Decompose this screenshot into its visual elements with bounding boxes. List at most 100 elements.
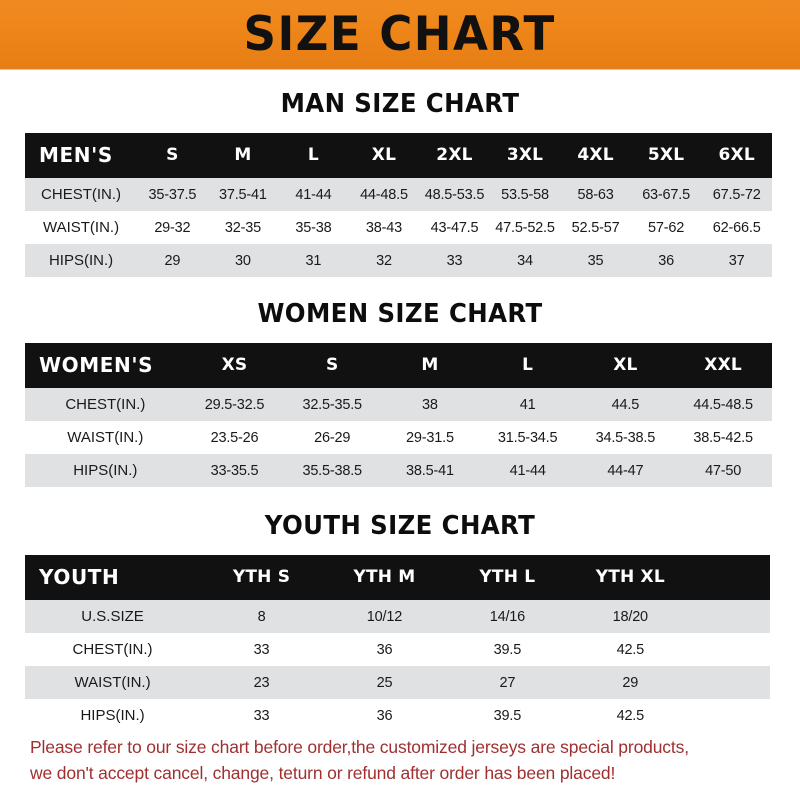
- cell: 47-50: [705, 462, 742, 479]
- row-label: HIPS(IN.): [48, 252, 114, 269]
- cell: 32: [376, 252, 392, 269]
- cell: 38-43: [365, 219, 402, 236]
- cell-empty: [692, 600, 770, 633]
- men-size-table: MEN'S S M L XL 2XL 3XL 4XL 5XL 6XL CHEST…: [25, 133, 772, 277]
- cell-empty: [692, 633, 770, 666]
- table-row: WAIST(IN.) 29-32 32-35 35-38 38-43 43-47…: [25, 211, 772, 244]
- cell: 34: [517, 252, 533, 269]
- cell: 58-63: [577, 186, 614, 203]
- cell: 38.5-42.5: [693, 429, 753, 446]
- youth-col-header: YTH M: [353, 567, 416, 587]
- row-label: WAIST(IN.): [74, 674, 151, 691]
- youth-col-header-empty: [692, 555, 770, 600]
- cell: 31: [305, 252, 322, 269]
- women-col-header: M: [421, 355, 439, 375]
- table-header-row: WOMEN'S XS S M L XL XXL: [25, 343, 772, 388]
- cell: 44.5-48.5: [693, 396, 753, 413]
- women-size-table-wrap: WOMEN'S XS S M L XL XXL CHEST(IN.) 29.5-…: [25, 343, 772, 487]
- youth-col-header: YTH L: [479, 567, 536, 587]
- table-row: HIPS(IN.) 33 36 39.5 42.5: [25, 699, 770, 732]
- cell: 29-32: [154, 219, 191, 236]
- youth-col-header: YTH S: [232, 567, 291, 587]
- section-title-youth: YOUTH SIZE CHART: [264, 511, 536, 541]
- table-header-row: YOUTH YTH S YTH M YTH L YTH XL: [25, 555, 770, 600]
- women-col-header: S: [325, 355, 339, 375]
- cell: 35-37.5: [148, 186, 197, 203]
- cell: 42.5: [616, 707, 645, 724]
- men-col-header: M: [234, 145, 252, 165]
- table-row: HIPS(IN.) 29 30 31 32 33 34 35 36 37: [25, 244, 772, 277]
- cell: 38: [422, 396, 438, 413]
- cell: 44-48.5: [360, 186, 408, 203]
- cell: 23.5-26: [210, 429, 259, 446]
- disclaimer-note: Please refer to our size chart before or…: [30, 735, 778, 786]
- women-corner-label: WOMEN'S: [39, 353, 154, 377]
- cell: 33: [253, 707, 270, 724]
- women-col-header: L: [522, 355, 534, 375]
- youth-corner-label: YOUTH: [39, 565, 120, 589]
- men-col-header: 4XL: [577, 145, 614, 165]
- men-size-table-wrap: MEN'S S M L XL 2XL 3XL 4XL 5XL 6XL CHEST…: [25, 133, 772, 277]
- cell: 36: [376, 641, 393, 658]
- women-col-header: XS: [221, 355, 248, 375]
- cell: 10/12: [366, 608, 403, 625]
- cell-empty: [692, 699, 770, 732]
- cell: 14/16: [489, 608, 526, 625]
- table-header-row: MEN'S S M L XL 2XL 3XL 4XL 5XL 6XL: [25, 133, 772, 178]
- cell: 32.5-35.5: [302, 396, 362, 413]
- cell: 52.5-57: [571, 219, 620, 236]
- cell: 8: [257, 608, 266, 625]
- men-col-header: 2XL: [436, 145, 473, 165]
- cell: 33: [253, 641, 270, 658]
- cell: 26-29: [314, 429, 351, 446]
- table-row: HIPS(IN.) 33-35.5 35.5-38.5 38.5-41 41-4…: [25, 454, 772, 487]
- disclaimer-line-1: Please refer to our size chart before or…: [30, 737, 689, 758]
- men-col-header: 6XL: [718, 145, 755, 165]
- row-label: HIPS(IN.): [80, 707, 145, 724]
- cell: 53.5-58: [501, 186, 549, 203]
- row-label: WAIST(IN.): [67, 429, 144, 446]
- cell: 34.5-38.5: [595, 429, 656, 446]
- page-banner: SIZE CHART: [0, 0, 800, 70]
- youth-col-header: YTH XL: [595, 567, 665, 587]
- cell: 36: [376, 707, 393, 724]
- cell: 33-35.5: [210, 462, 259, 479]
- row-label: HIPS(IN.): [73, 462, 138, 479]
- youth-size-table: YOUTH YTH S YTH M YTH L YTH XL U.S.SIZE …: [25, 555, 770, 732]
- cell: 41: [519, 396, 536, 413]
- cell: 23: [253, 674, 270, 691]
- men-col-header: 3XL: [506, 145, 544, 165]
- cell: 41-44: [509, 462, 546, 479]
- table-row: U.S.SIZE 8 10/12 14/16 18/20: [25, 600, 770, 633]
- cell: 30: [235, 252, 251, 269]
- cell: 31.5-34.5: [497, 429, 558, 446]
- table-row: CHEST(IN.) 33 36 39.5 42.5: [25, 633, 770, 666]
- cell: 38.5-41: [406, 462, 454, 479]
- cell: 18/20: [612, 608, 648, 625]
- cell: 33: [446, 252, 463, 269]
- cell: 47.5-52.5: [495, 219, 555, 236]
- cell: 32-35: [224, 219, 261, 236]
- table-row: CHEST(IN.) 35-37.5 37.5-41 41-44 44-48.5…: [25, 178, 772, 211]
- cell: 44.5: [611, 396, 640, 413]
- men-corner-label: MEN'S: [39, 143, 113, 167]
- men-col-header: L: [307, 145, 319, 165]
- row-label: WAIST(IN.): [42, 219, 120, 236]
- women-col-header: XL: [613, 355, 638, 375]
- cell: 62-66.5: [712, 219, 761, 236]
- disclaimer-line-2: we don't accept cancel, change, teturn o…: [30, 762, 616, 783]
- cell: 29-31.5: [406, 429, 454, 446]
- cell: 29.5-32.5: [204, 396, 265, 413]
- cell: 67.5-72: [712, 186, 761, 203]
- cell: 29: [164, 252, 181, 269]
- table-row: WAIST(IN.) 23 25 27 29: [25, 666, 770, 699]
- men-col-header: 5XL: [647, 145, 685, 165]
- cell: 35-38: [295, 219, 332, 236]
- cell: 41-44: [295, 186, 332, 203]
- cell: 39.5: [493, 641, 522, 658]
- cell: 25: [376, 674, 393, 691]
- cell: 29: [622, 674, 639, 691]
- row-label: U.S.SIZE: [81, 608, 144, 625]
- cell: 43-47.5: [430, 219, 479, 236]
- cell: 36: [658, 252, 674, 269]
